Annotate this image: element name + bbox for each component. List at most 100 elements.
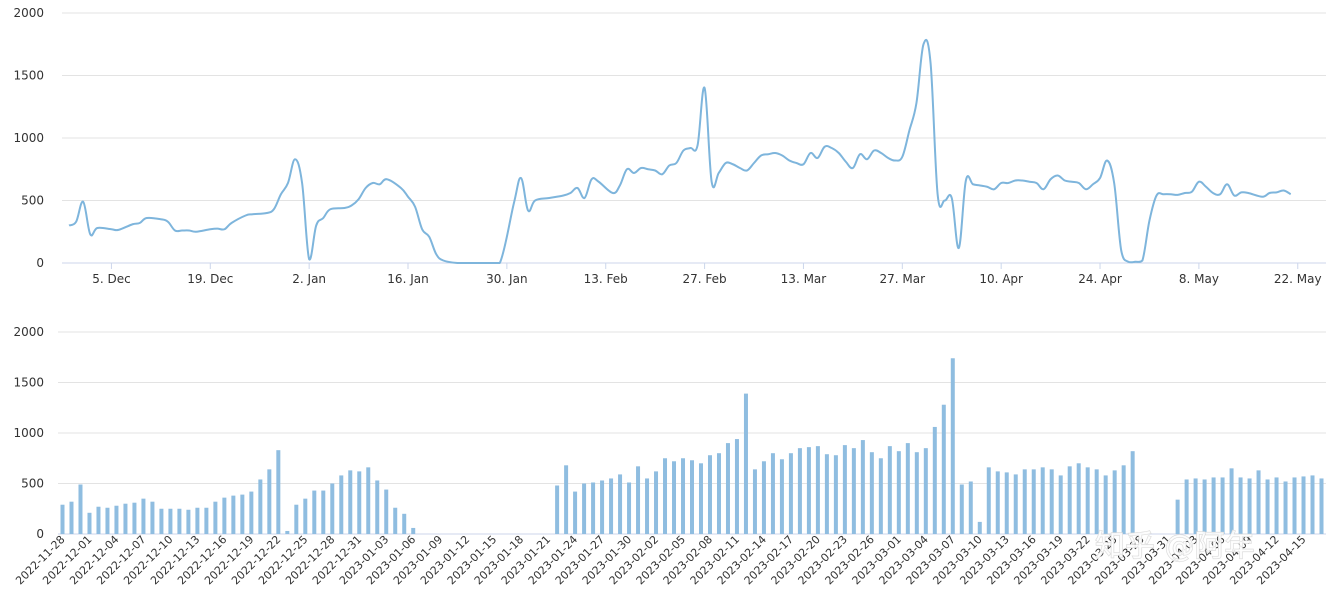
line-x-tick-label: 24. Apr — [1078, 272, 1122, 286]
line-x-tick-label: 16. Jan — [387, 272, 428, 286]
bar — [564, 465, 569, 534]
bar — [1013, 474, 1018, 534]
bar — [968, 481, 973, 534]
bar — [977, 521, 982, 534]
bar — [923, 448, 928, 534]
bar — [339, 475, 344, 534]
bar — [932, 426, 937, 534]
bar — [672, 461, 677, 534]
bar — [1310, 475, 1315, 534]
bar — [743, 393, 748, 534]
bar — [1004, 472, 1009, 534]
bar — [1184, 479, 1189, 534]
bar — [330, 483, 335, 534]
line-chart: 0 500 1000 1500 2000 5. Dec 19. Dec 2. Jan 16. J… — [13, 6, 1326, 286]
bar — [690, 460, 694, 534]
bar — [258, 479, 263, 534]
bar-chart: 05001000150020002022-11-282022-12-012022… — [13, 325, 1326, 587]
bar — [707, 455, 712, 534]
line-x-tick-label: 8. May — [1179, 272, 1219, 286]
watermark: 知乎 @阿年 知乎 @阿年 — [1094, 528, 1255, 564]
bar — [105, 507, 110, 534]
bar — [716, 453, 721, 534]
bar — [78, 484, 83, 534]
bar — [366, 467, 371, 534]
bar — [141, 498, 146, 534]
bar — [1076, 463, 1081, 534]
bar — [132, 502, 137, 534]
bar — [393, 507, 398, 534]
bar — [1130, 451, 1135, 534]
bar — [609, 478, 614, 534]
bar — [348, 470, 353, 534]
bar — [878, 458, 883, 534]
bar — [321, 490, 326, 534]
bar — [824, 454, 829, 534]
bar — [1319, 478, 1324, 534]
bar — [986, 467, 991, 534]
bar — [734, 439, 739, 534]
bar — [1193, 478, 1198, 534]
line-x-tick-label: 22. May — [1274, 272, 1322, 286]
bar — [645, 478, 650, 534]
bar — [1211, 477, 1216, 534]
bar — [69, 501, 74, 534]
bar — [555, 485, 560, 534]
line-x-tick-label: 19. Dec — [187, 272, 233, 286]
bar-y-tick-label: 0 — [36, 527, 44, 541]
line-y-tick-label: 2000 — [13, 6, 44, 20]
bar — [842, 445, 847, 534]
line-x-tick-label: 13. Feb — [584, 272, 628, 286]
bar — [1247, 478, 1252, 534]
bar — [1031, 469, 1036, 534]
bar — [779, 459, 784, 534]
bar — [213, 501, 218, 534]
bar — [959, 484, 964, 534]
bar — [1103, 475, 1108, 534]
bar — [123, 503, 128, 534]
bar — [1085, 467, 1090, 534]
bar — [905, 443, 910, 534]
bar — [914, 452, 919, 534]
bar — [276, 450, 281, 534]
bar — [887, 446, 892, 534]
bar — [231, 495, 236, 534]
bar — [770, 453, 775, 534]
bar — [186, 509, 191, 534]
line-x-tick-label: 27. Mar — [880, 272, 926, 286]
bar — [1022, 469, 1027, 534]
bar — [1283, 481, 1288, 534]
line-x-tick-label: 13. Mar — [781, 272, 827, 286]
bar — [1094, 469, 1099, 534]
bar — [267, 469, 272, 534]
line-y-tick-label: 500 — [21, 194, 44, 208]
bar — [375, 480, 380, 534]
bar — [285, 530, 290, 534]
bar — [725, 443, 730, 534]
bar — [600, 480, 605, 534]
bar — [833, 455, 838, 534]
bar — [195, 507, 200, 534]
bar — [87, 512, 92, 534]
bar — [1220, 477, 1225, 534]
bar — [159, 508, 164, 534]
bar — [303, 498, 308, 534]
bar — [240, 494, 245, 534]
bar — [618, 474, 623, 534]
line-x-tick-label: 10. Apr — [979, 272, 1023, 286]
bar — [168, 508, 173, 534]
line-x-tick-label: 27. Feb — [683, 272, 727, 286]
bar — [1292, 477, 1297, 534]
bar — [204, 507, 209, 534]
bar — [1040, 467, 1045, 534]
bar — [663, 458, 668, 534]
bar — [357, 471, 362, 534]
bar — [681, 458, 686, 534]
bar — [1238, 477, 1243, 534]
bar — [995, 471, 1000, 534]
bar — [1202, 479, 1207, 534]
bar — [411, 527, 416, 534]
bar — [114, 505, 119, 534]
bar — [941, 404, 946, 534]
bar — [806, 447, 811, 534]
